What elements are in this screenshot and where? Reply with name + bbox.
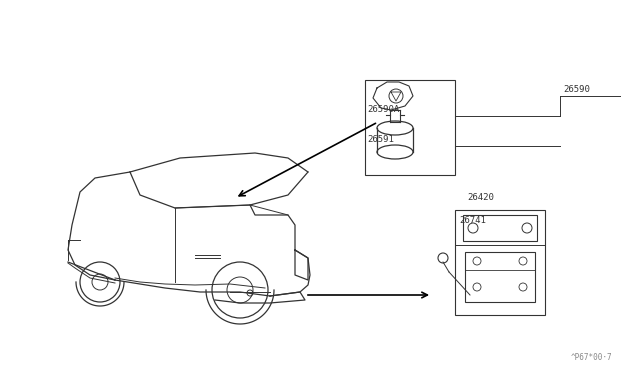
Bar — [463, 215, 537, 241]
Text: 26741: 26741 — [459, 216, 486, 225]
Bar — [465, 252, 535, 302]
Text: 26590: 26590 — [563, 85, 590, 94]
Text: 26590A: 26590A — [367, 105, 399, 114]
Text: ^P67*00·7: ^P67*00·7 — [570, 353, 612, 362]
Bar — [365, 80, 455, 175]
Text: 26420: 26420 — [467, 193, 494, 202]
Text: 26591: 26591 — [367, 135, 394, 144]
Bar — [455, 210, 545, 315]
